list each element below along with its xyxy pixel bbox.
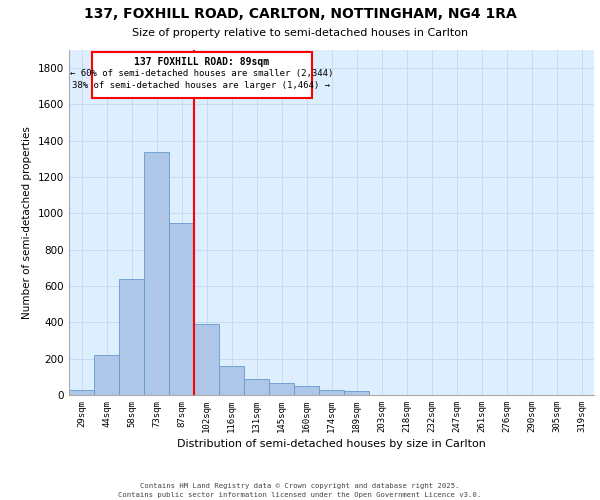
X-axis label: Distribution of semi-detached houses by size in Carlton: Distribution of semi-detached houses by … [177, 439, 486, 449]
Bar [194, 324, 219, 395]
Bar [94, 355, 119, 395]
Text: Size of property relative to semi-detached houses in Carlton: Size of property relative to semi-detach… [132, 28, 468, 38]
Y-axis label: Number of semi-detached properties: Number of semi-detached properties [22, 126, 32, 319]
Bar [69, 390, 94, 395]
Bar [269, 383, 294, 395]
Bar [244, 378, 269, 395]
Bar [294, 386, 319, 395]
Text: ← 60% of semi-detached houses are smaller (2,344): ← 60% of semi-detached houses are smalle… [70, 69, 333, 78]
Text: 38% of semi-detached houses are larger (1,464) →: 38% of semi-detached houses are larger (… [73, 81, 331, 90]
FancyBboxPatch shape [91, 52, 311, 98]
Bar [144, 152, 169, 395]
Text: Contains HM Land Registry data © Crown copyright and database right 2025.
Contai: Contains HM Land Registry data © Crown c… [118, 483, 482, 498]
Bar [169, 222, 194, 395]
Text: 137, FOXHILL ROAD, CARLTON, NOTTINGHAM, NG4 1RA: 137, FOXHILL ROAD, CARLTON, NOTTINGHAM, … [83, 8, 517, 22]
Bar [319, 390, 344, 395]
Bar [219, 366, 244, 395]
Bar [119, 279, 144, 395]
Bar [344, 392, 369, 395]
Text: 137 FOXHILL ROAD: 89sqm: 137 FOXHILL ROAD: 89sqm [134, 58, 269, 68]
